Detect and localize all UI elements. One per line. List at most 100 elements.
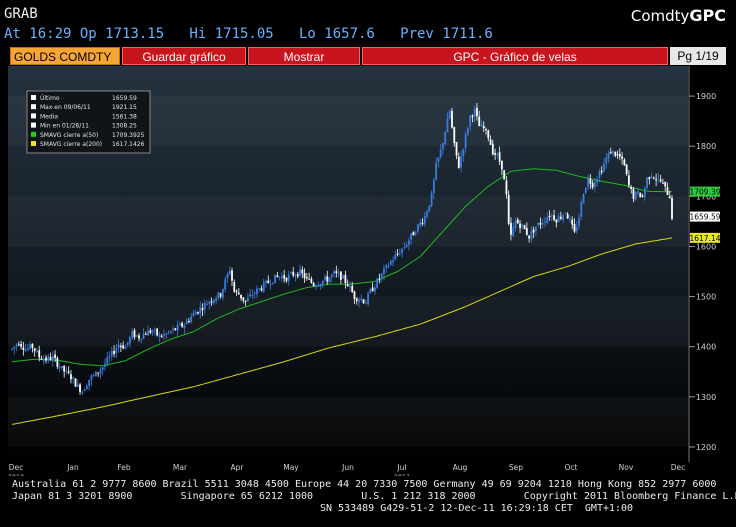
legend-value: 1308.25	[112, 123, 137, 130]
candle	[664, 181, 667, 192]
candle	[591, 180, 594, 190]
page-indicator[interactable]: Pg 1/19	[670, 47, 726, 65]
candle	[462, 148, 465, 163]
candle	[335, 265, 338, 278]
candle	[235, 289, 238, 296]
candle	[503, 169, 506, 180]
candle	[473, 105, 476, 123]
candle	[507, 190, 510, 226]
candle	[38, 345, 41, 362]
candle	[544, 216, 546, 228]
candle	[42, 354, 45, 365]
show-button[interactable]: Mostrar	[248, 47, 360, 65]
legend-value: 1561.38	[112, 113, 137, 120]
candle	[13, 346, 16, 355]
candle	[403, 242, 406, 250]
candle	[659, 174, 662, 183]
sma50-line	[11, 168, 672, 367]
y-tick-label: 1800	[696, 142, 716, 151]
candle	[79, 382, 81, 395]
candle	[423, 212, 426, 227]
candle	[280, 272, 283, 283]
candle	[133, 328, 136, 340]
candle	[521, 223, 524, 230]
candle	[287, 271, 290, 286]
candle	[271, 282, 274, 285]
x-tick-label: Oct	[565, 463, 578, 472]
candle	[364, 299, 367, 305]
candle	[537, 222, 540, 227]
candle	[555, 218, 558, 228]
candle	[147, 325, 149, 336]
candle	[113, 345, 115, 358]
candle	[471, 114, 474, 123]
square-green-icon	[31, 131, 36, 137]
candle	[408, 237, 410, 251]
candle	[491, 139, 494, 156]
candle	[212, 298, 215, 306]
security-tab[interactable]: GOLDS COMDTY	[10, 47, 120, 65]
candle	[430, 190, 433, 208]
candle	[392, 256, 394, 267]
candle	[301, 266, 304, 279]
candle	[383, 264, 385, 281]
candle	[628, 170, 630, 189]
candle	[580, 199, 583, 221]
last-value-tag	[690, 211, 720, 222]
last-value-tag	[690, 232, 720, 243]
candle	[274, 274, 276, 284]
candle	[190, 313, 193, 324]
candle	[419, 218, 422, 229]
candle	[600, 166, 603, 175]
candle	[45, 355, 47, 364]
legend-value: 1921.15	[112, 104, 137, 111]
last-value-label: 1659.59	[689, 213, 720, 222]
candle	[140, 338, 143, 344]
candle	[56, 355, 59, 369]
y-tick-label: 1500	[696, 293, 716, 302]
candle	[398, 248, 401, 256]
candle	[618, 148, 621, 160]
y-tick-label: 1600	[696, 242, 716, 251]
save-chart-button[interactable]: Guardar gráfico	[122, 47, 246, 65]
candle	[226, 271, 229, 283]
candle	[24, 343, 27, 353]
candle	[523, 224, 526, 230]
candle	[106, 351, 109, 367]
candle	[514, 217, 517, 232]
candle	[183, 323, 186, 334]
candle	[575, 221, 578, 234]
candle	[426, 209, 428, 219]
candle	[603, 158, 605, 173]
candle	[294, 273, 297, 282]
candle	[455, 141, 458, 160]
toolbar: GOLDS COMDTY Guardar gráfico Mostrar GPC…	[10, 47, 726, 65]
candle	[564, 212, 567, 215]
candle	[512, 222, 515, 238]
candle	[265, 279, 267, 288]
x-tick-label: Feb	[117, 463, 131, 472]
candle	[203, 299, 206, 315]
candle	[17, 341, 20, 347]
candle	[607, 150, 610, 163]
candle	[160, 333, 163, 338]
candle	[246, 293, 249, 302]
header-screen-name: GRAB	[4, 6, 38, 22]
candle	[110, 346, 113, 361]
candle	[208, 300, 211, 310]
candle	[410, 233, 413, 245]
candle	[351, 281, 354, 293]
candle	[367, 291, 369, 307]
candle	[215, 295, 218, 305]
last-value-label: 1709.39	[689, 188, 720, 197]
candle	[655, 173, 658, 187]
candle	[528, 235, 531, 243]
candle	[605, 153, 608, 170]
candle	[510, 217, 512, 241]
candle	[539, 217, 542, 230]
candle	[498, 146, 501, 166]
candle	[119, 343, 122, 352]
y-tick-label: 1300	[696, 393, 716, 402]
candle	[122, 341, 125, 350]
candle	[569, 215, 571, 223]
